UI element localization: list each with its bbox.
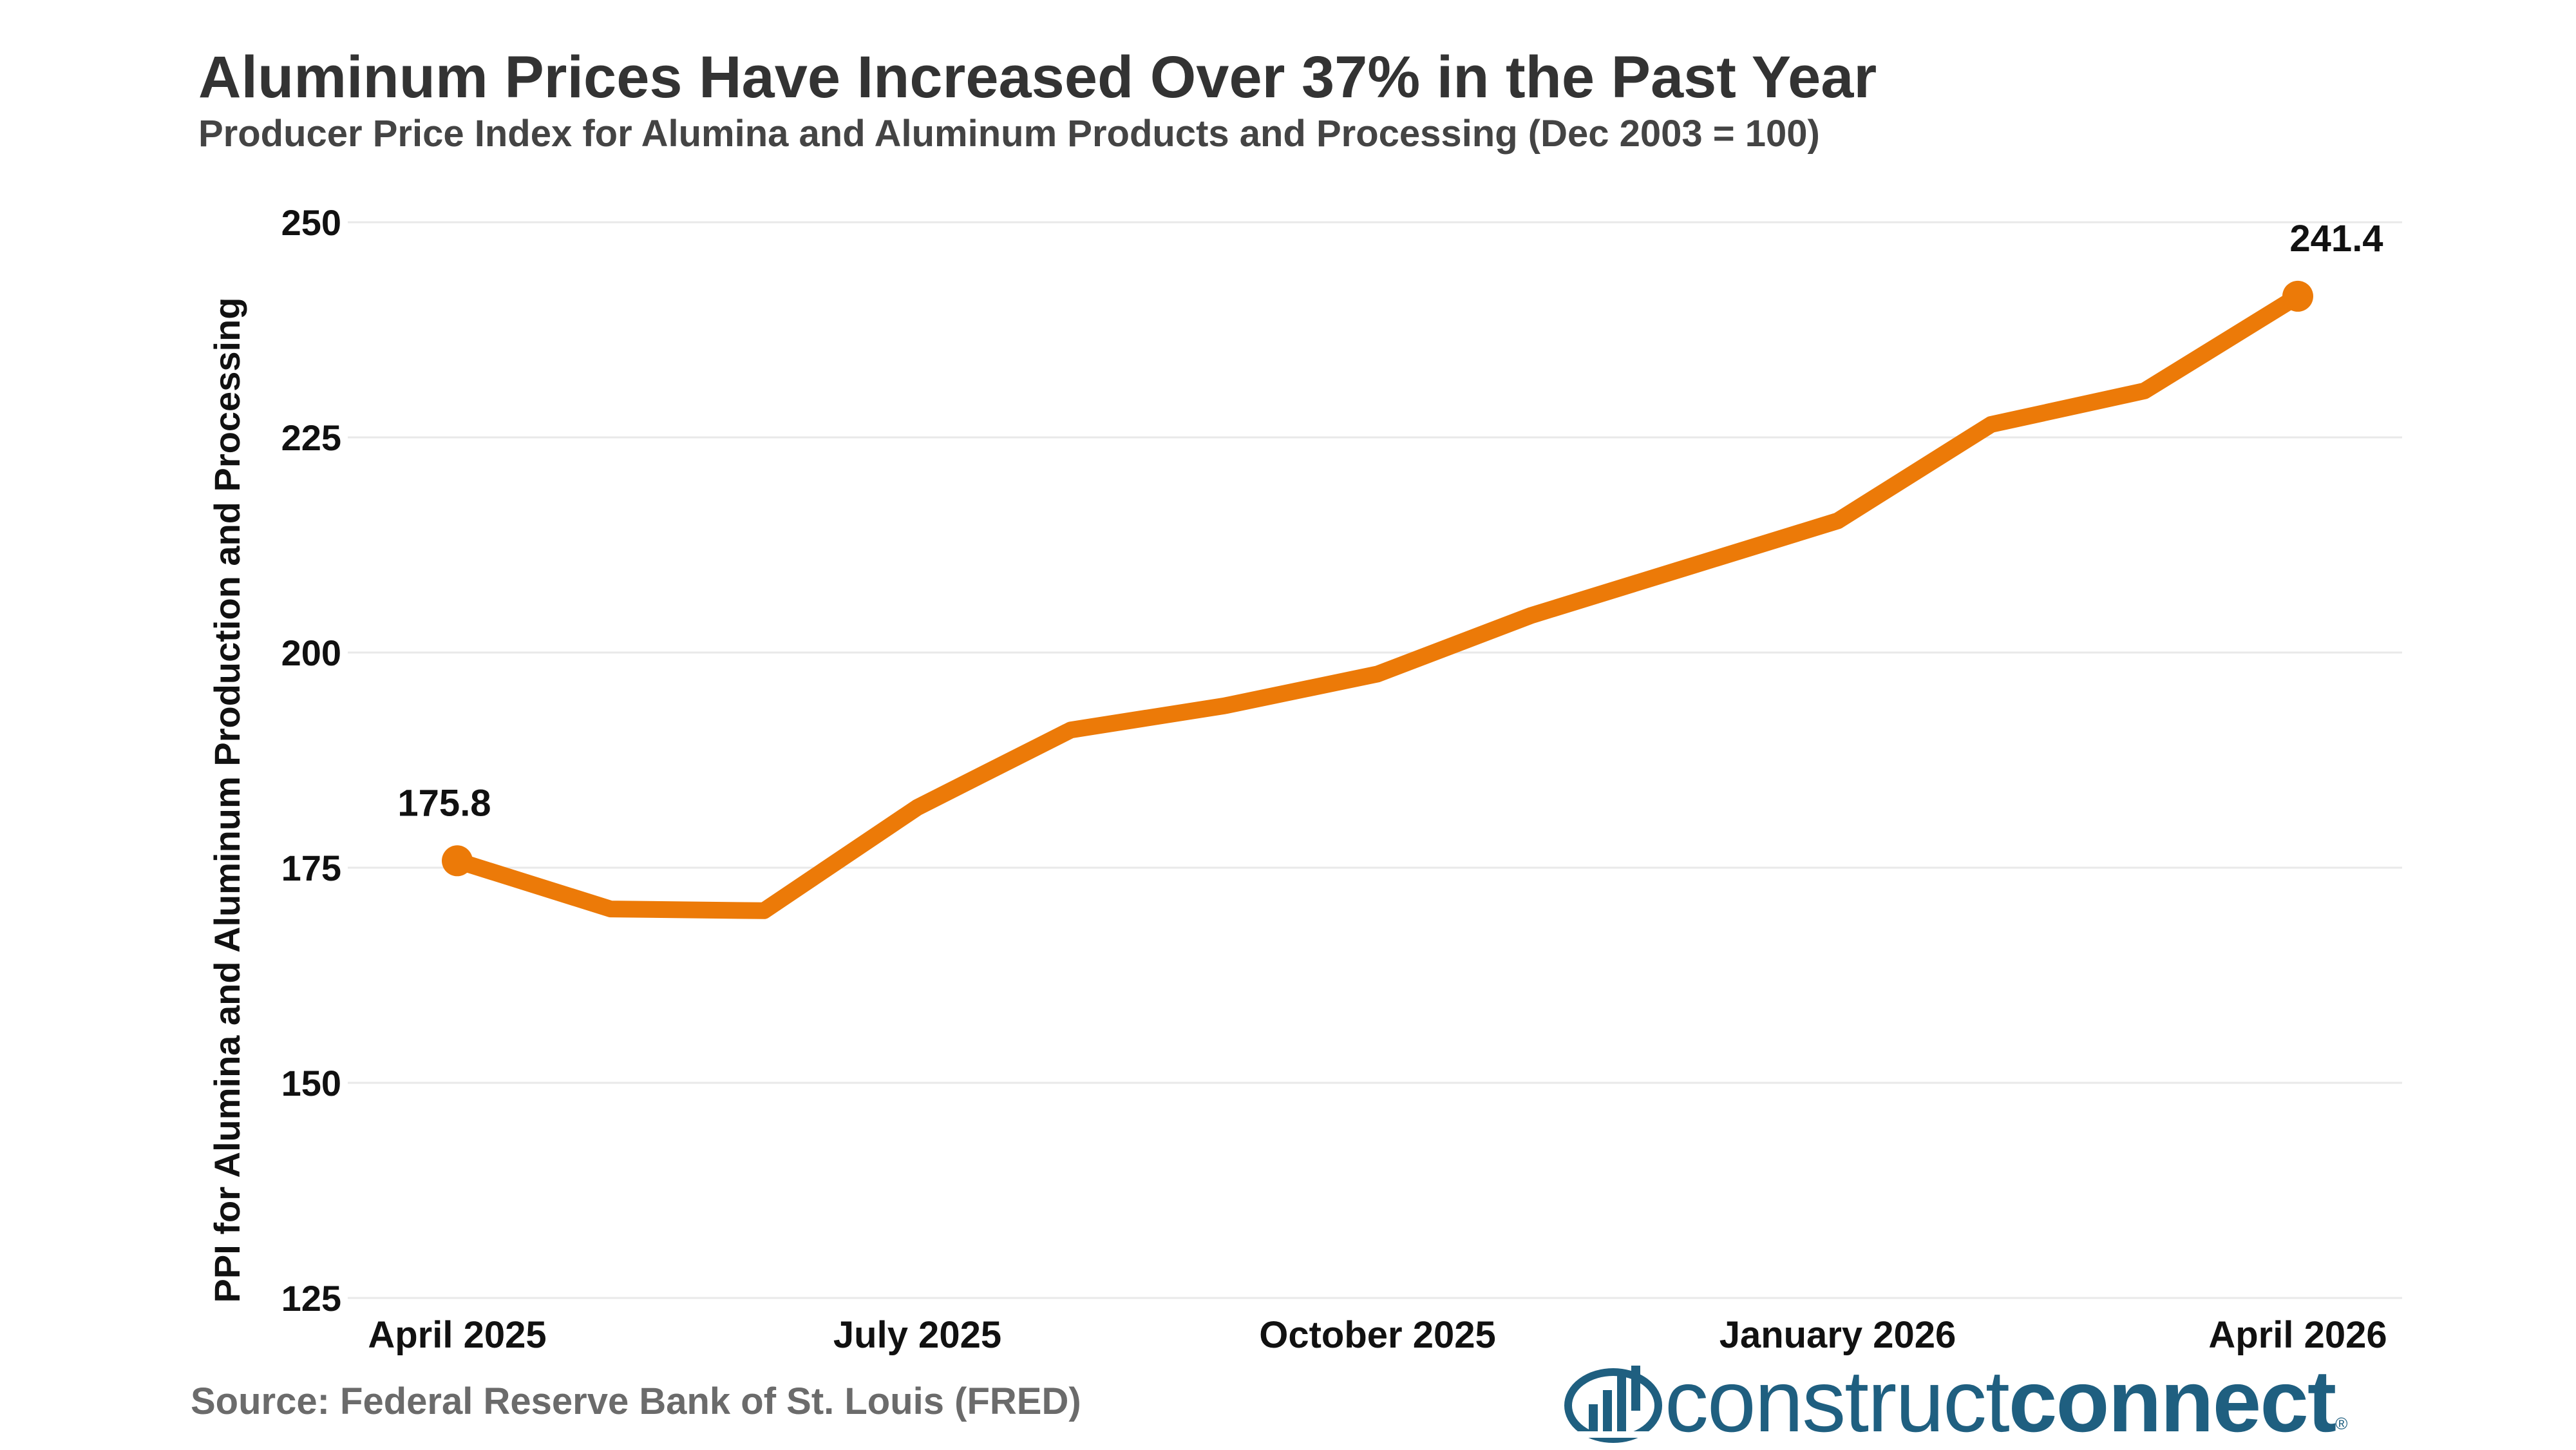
series-group [449,287,2306,919]
data-label-2026-04: 241.4 [2289,218,2383,260]
y-tick-label-200: 200 [281,633,341,673]
x-tick-label-2025-04: April 2025 [368,1314,546,1356]
x-tick-label-2025-10: October 2025 [1259,1314,1496,1356]
data-point-2025-08 [1070,729,1072,730]
logo-text-construct: construct [1665,1352,2010,1450]
logo-wordmark: constructconnect [1665,1357,2336,1445]
data-point-2025-12 [1683,568,1685,569]
x-tick-label-2026-04: April 2026 [2208,1314,2387,1356]
constructconnect-logo: constructconnect ® [1562,1357,2348,1445]
y-tick-label-225: 225 [281,417,341,458]
source-note: Source: Federal Reserve Bank of St. Loui… [191,1380,1081,1422]
data-point-2025-05 [610,908,611,910]
y-tick-label-150: 150 [281,1063,341,1103]
y-tick-label-125: 125 [281,1278,341,1319]
data-point-2026-01 [1837,520,1839,522]
y-axis-ticks: 125 150 175 200 225 250 [281,202,341,1319]
data-point-2025-09 [1224,705,1225,707]
endpoint-marker-2025-04 [442,845,473,877]
data-point-2025-10 [1377,673,1378,674]
logo-text-connect: connect [2008,1352,2336,1450]
y-axis-label: PPI for Alumina and Aluminum Production … [207,298,247,1303]
grid-lines [348,221,2402,1299]
data-point-2026-02 [1991,424,1992,425]
y-tick-label-175: 175 [281,848,341,888]
data-point-2025-11 [1530,615,1531,616]
endpoint-marker-2026-04 [2282,280,2313,312]
x-axis-ticks: April 2025 July 2025 October 2025 January 2… [368,1314,2387,1356]
annotations: 175.8 241.4 [397,218,2383,877]
chart-title: Aluminum Prices Have Increased Over 37% … [198,44,1877,110]
data-point-2026-03 [2144,390,2145,392]
chart-subtitle: Producer Price Index for Alumina and Alu… [198,113,1820,155]
x-tick-label-2025-07: July 2025 [833,1314,1001,1356]
building-chart-icon [1564,1366,1662,1443]
logo-registered: ® [2335,1414,2348,1433]
x-tick-label-2026-01: January 2026 [1719,1314,1956,1356]
data-point-2025-07 [917,806,918,808]
series-line-0 [449,287,2306,919]
data-label-2025-04: 175.8 [397,782,491,824]
y-tick-label-250: 250 [281,202,341,243]
data-point-2025-06 [763,910,764,911]
